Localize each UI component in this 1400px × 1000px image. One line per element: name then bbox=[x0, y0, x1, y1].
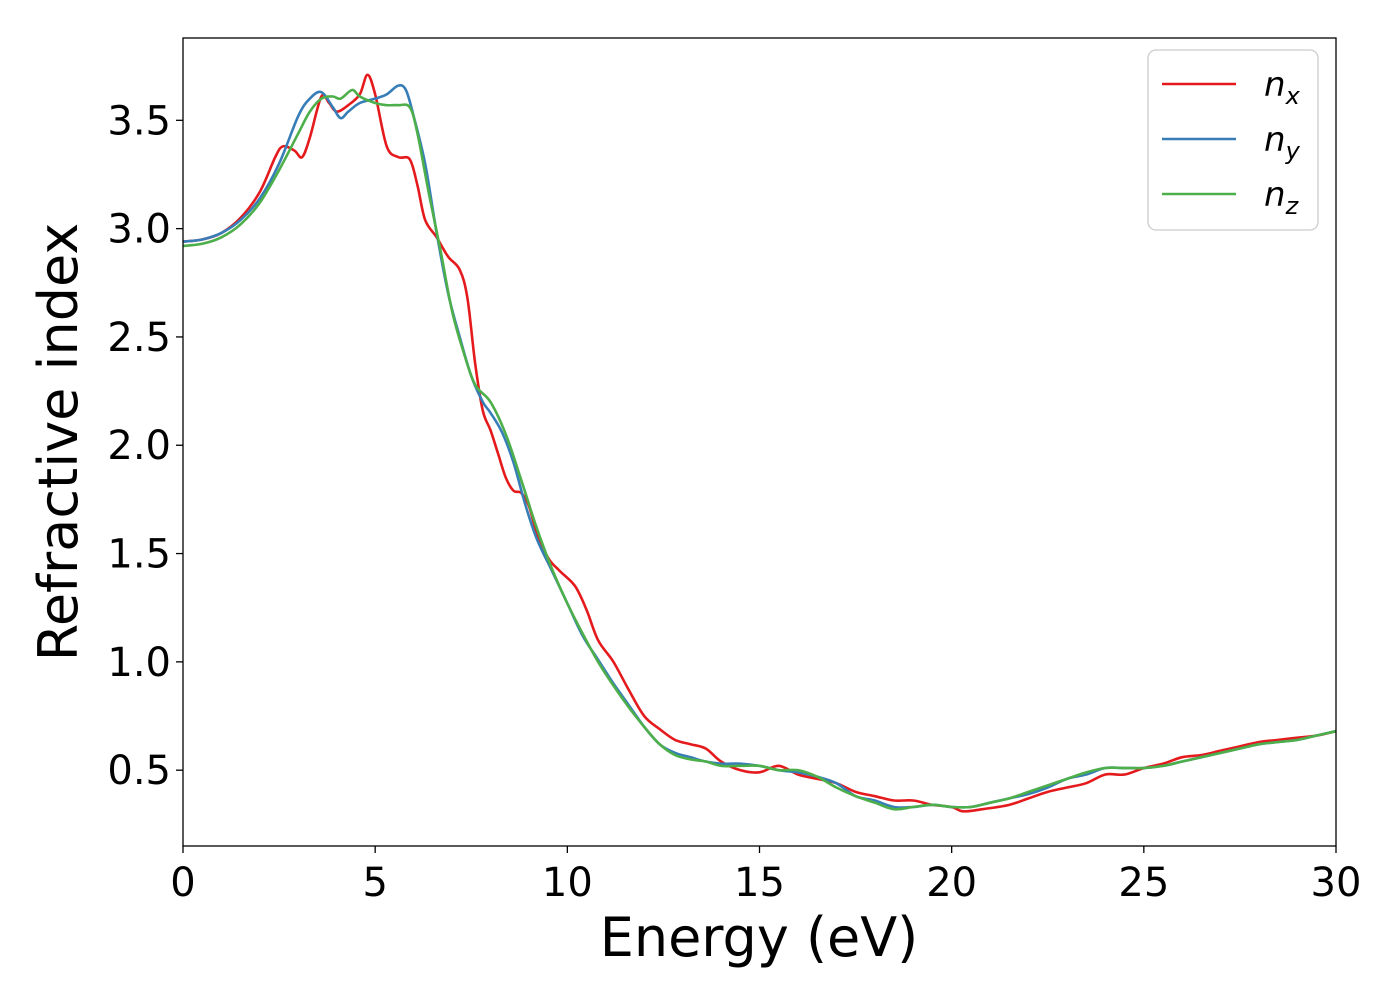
x-tick-label: 10 bbox=[542, 860, 593, 906]
legend-label-n-x: nx bbox=[1264, 65, 1301, 110]
legend-label-subscript: y bbox=[1285, 137, 1301, 165]
series-layer bbox=[183, 73, 1336, 813]
y-tick-label: 2.5 bbox=[107, 315, 171, 361]
y-tick-label: 2.0 bbox=[107, 423, 171, 469]
legend-label-n-y: ny bbox=[1264, 120, 1301, 165]
y-tick-label: 0.5 bbox=[107, 748, 171, 794]
legend-label-subscript: x bbox=[1285, 82, 1301, 110]
series-line-n-z bbox=[183, 88, 1336, 811]
y-axis-ticks: 0.5 1.0 1.5 2.0 2.5 3.0 3.5 bbox=[107, 98, 183, 794]
x-axis-label: Energy (eV) bbox=[600, 906, 919, 969]
legend-label-base: n bbox=[1264, 175, 1286, 215]
x-axis-ticks: 0 5 10 15 20 25 30 bbox=[170, 846, 1361, 906]
x-tick-label: 20 bbox=[926, 860, 977, 906]
x-tick-label: 15 bbox=[734, 860, 785, 906]
x-tick-label: 5 bbox=[362, 860, 387, 906]
legend-label-subscript: z bbox=[1285, 192, 1300, 220]
y-tick-label: 1.0 bbox=[107, 640, 171, 686]
y-axis-label: Refractive index bbox=[27, 223, 90, 662]
x-tick-label: 0 bbox=[170, 860, 195, 906]
legend-label-base: n bbox=[1264, 65, 1286, 105]
y-tick-label: 3.0 bbox=[107, 207, 171, 253]
legend-label-base: n bbox=[1264, 120, 1286, 160]
legend-label-n-z: nz bbox=[1264, 175, 1300, 220]
y-tick-label: 1.5 bbox=[107, 532, 171, 578]
x-tick-label: 25 bbox=[1118, 860, 1169, 906]
x-tick-label: 30 bbox=[1311, 860, 1362, 906]
y-tick-label: 3.5 bbox=[107, 98, 171, 144]
series-line-n-x bbox=[183, 73, 1336, 813]
